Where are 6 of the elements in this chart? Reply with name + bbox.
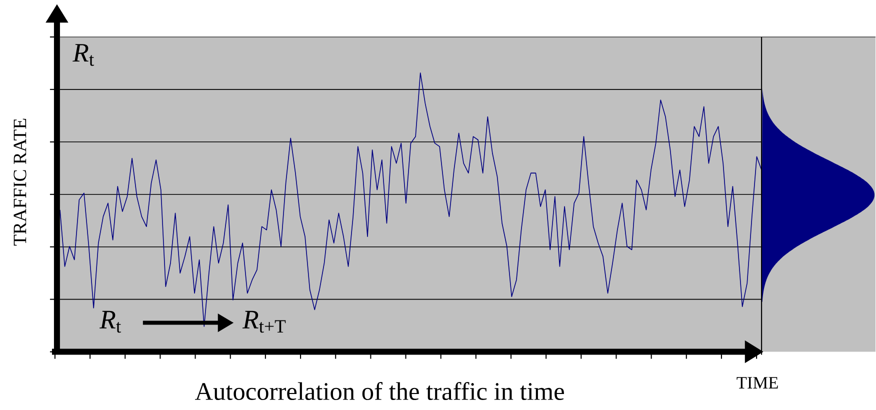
annotation: R$_{t}$ bbox=[100, 311, 122, 333]
x-axis-title: TIME bbox=[736, 377, 778, 389]
text: R$_{t}$ bbox=[72, 44, 94, 66]
text: Autocorrelation of the traffic in time bbox=[195, 382, 564, 400]
annotation: R$_{t+T}$ bbox=[242, 311, 286, 333]
y-axis-title: TRAFFIC RATE bbox=[14, 118, 26, 246]
